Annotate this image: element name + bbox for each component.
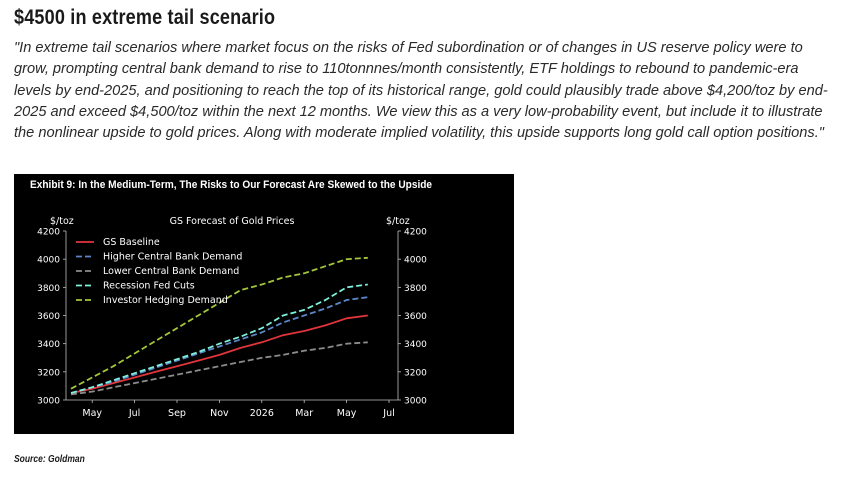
right-y-tick-label: 4200 xyxy=(404,228,427,238)
right-y-tick-label: 4000 xyxy=(404,256,427,266)
x-tick-label: 2026 xyxy=(250,408,274,419)
x-tick-label: Mar xyxy=(295,408,313,419)
series-line xyxy=(70,314,368,394)
legend-label: GS Baseline xyxy=(103,237,160,248)
series-line xyxy=(70,283,368,394)
legend-label: Recession Fed Cuts xyxy=(103,281,195,292)
right-y-tick-label: 3400 xyxy=(404,340,427,350)
left-y-tick-label: 3800 xyxy=(37,284,60,294)
right-unit-label: $/toz xyxy=(386,216,410,227)
legend-label: Lower Central Bank Demand xyxy=(103,266,239,277)
gold-forecast-chart: $/toz $/toz GS Forecast of Gold Prices 3000… xyxy=(37,216,427,419)
left-y-tick-label: 3200 xyxy=(37,368,60,378)
legend-label: Investor Hedging Demand xyxy=(103,295,228,306)
article-quote: "In extreme tail scenarios where market … xyxy=(14,40,828,142)
right-y-tick-label: 3200 xyxy=(404,368,427,378)
series-line xyxy=(70,341,368,396)
left-y-tick-label: 3600 xyxy=(37,312,60,322)
exhibit-title: Exhibit 9: In the Medium-Term, The Risks… xyxy=(30,179,433,191)
left-y-tick-label: 4200 xyxy=(37,228,60,238)
x-tick-label: May xyxy=(337,408,357,419)
left-y-tick-label: 4000 xyxy=(37,256,60,266)
source-note: Source: Goldman xyxy=(14,454,85,465)
x-tick-label: Nov xyxy=(210,408,229,419)
right-y-tick-label: 3800 xyxy=(404,284,427,294)
x-tick-label: Jul xyxy=(128,408,140,419)
chart-title: GS Forecast of Gold Prices xyxy=(170,216,295,227)
legend-label: Higher Central Bank Demand xyxy=(103,252,242,263)
left-y-tick-label: 3400 xyxy=(37,340,60,350)
exhibit-chart: $/toz $/toz GS Forecast of Gold Prices 3000… xyxy=(14,174,514,434)
series-line xyxy=(70,256,368,390)
x-tick-label: May xyxy=(82,408,102,419)
article-heading: $4500 in extreme tail scenario xyxy=(14,6,276,29)
right-y-tick-label: 3600 xyxy=(404,312,427,322)
series-line xyxy=(70,296,368,394)
x-tick-label: Jul xyxy=(382,408,394,419)
left-unit-label: $/toz xyxy=(50,216,74,227)
x-tick-label: Sep xyxy=(168,408,186,419)
left-y-tick-label: 3000 xyxy=(37,397,60,407)
right-y-tick-label: 3000 xyxy=(404,397,427,407)
